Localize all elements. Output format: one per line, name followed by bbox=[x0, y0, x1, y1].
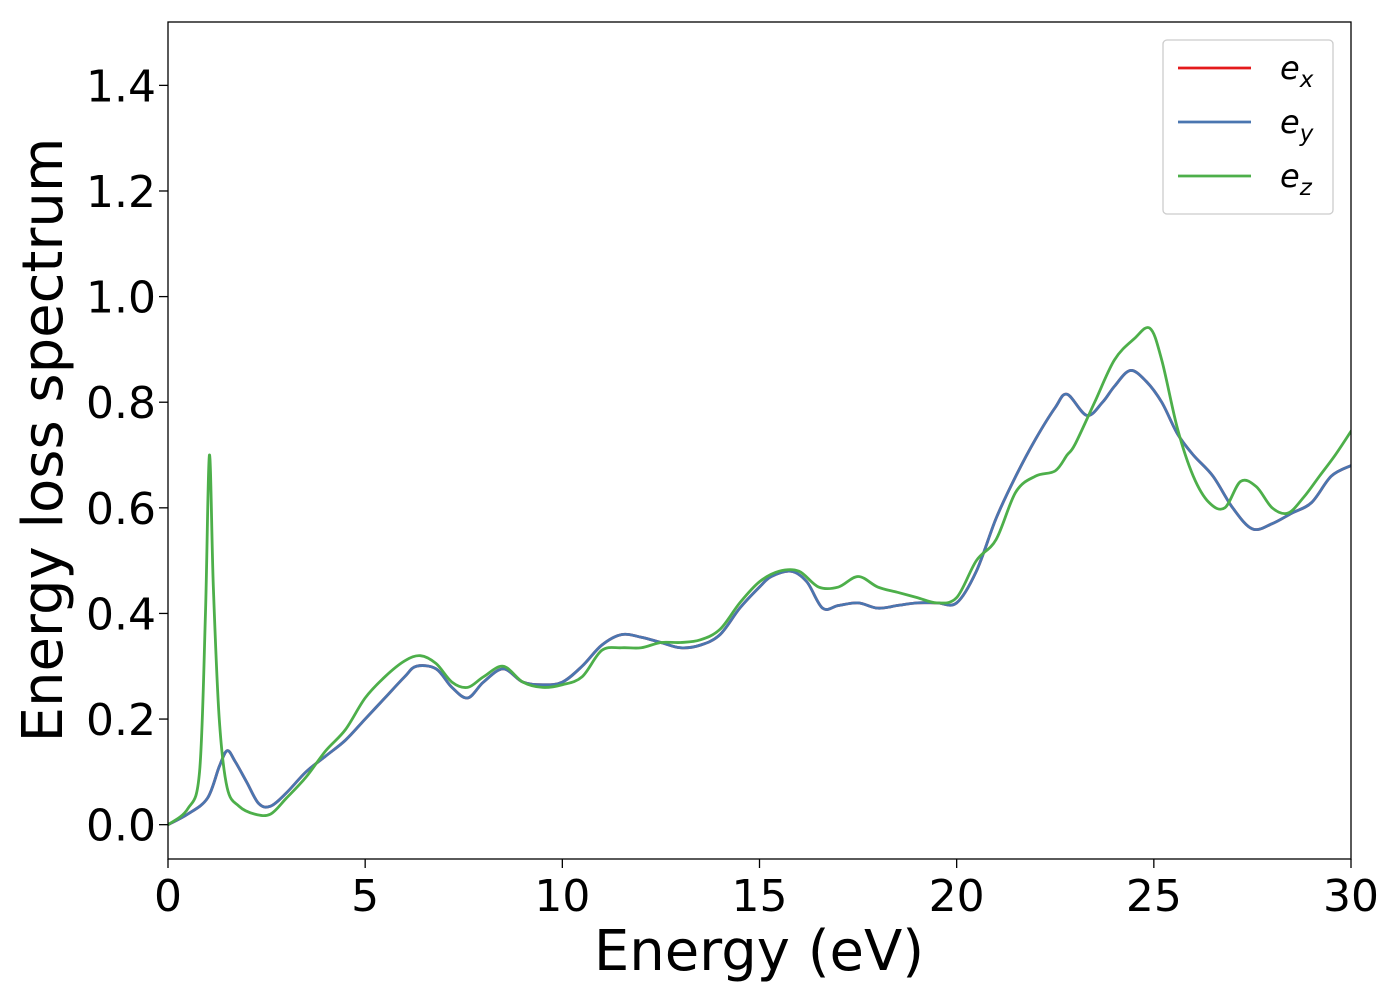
x-axis: 0 5 10 15 20 25 30 bbox=[154, 859, 1379, 922]
y-tick-label: 0.8 bbox=[86, 378, 156, 429]
legend-box bbox=[1162, 39, 1334, 215]
y-tick-label: 1.0 bbox=[86, 273, 156, 324]
y-axis-label: Energy loss spectrum bbox=[11, 138, 76, 743]
series-line-z bbox=[168, 326, 1351, 827]
x-tick-label: 20 bbox=[929, 871, 985, 922]
y-axis: 0.0 0.2 0.4 0.6 0.8 1.0 1.2 1.4 bbox=[86, 61, 168, 852]
x-tick-label: 25 bbox=[1126, 871, 1182, 922]
y-tick-label: 1.4 bbox=[86, 61, 156, 112]
x-tick-label: 0 bbox=[154, 871, 182, 922]
y-tick-label: 0.6 bbox=[86, 484, 156, 535]
x-axis-label: Energy (eV) bbox=[594, 919, 924, 984]
x-tick-label: 10 bbox=[534, 871, 590, 922]
y-tick-label: 1.2 bbox=[86, 167, 156, 218]
series-layer bbox=[168, 326, 1351, 827]
series-line-y bbox=[168, 369, 1351, 827]
series-lines bbox=[168, 326, 1351, 827]
x-tick-label: 5 bbox=[351, 871, 379, 922]
x-tick-label: 15 bbox=[732, 871, 788, 922]
y-tick-label: 0.2 bbox=[86, 695, 156, 746]
y-tick-label: 0.0 bbox=[86, 801, 156, 852]
legend-label-z: ez bbox=[1280, 157, 1313, 201]
x-tick-label: 30 bbox=[1323, 871, 1379, 922]
y-tick-label: 0.4 bbox=[86, 589, 156, 640]
